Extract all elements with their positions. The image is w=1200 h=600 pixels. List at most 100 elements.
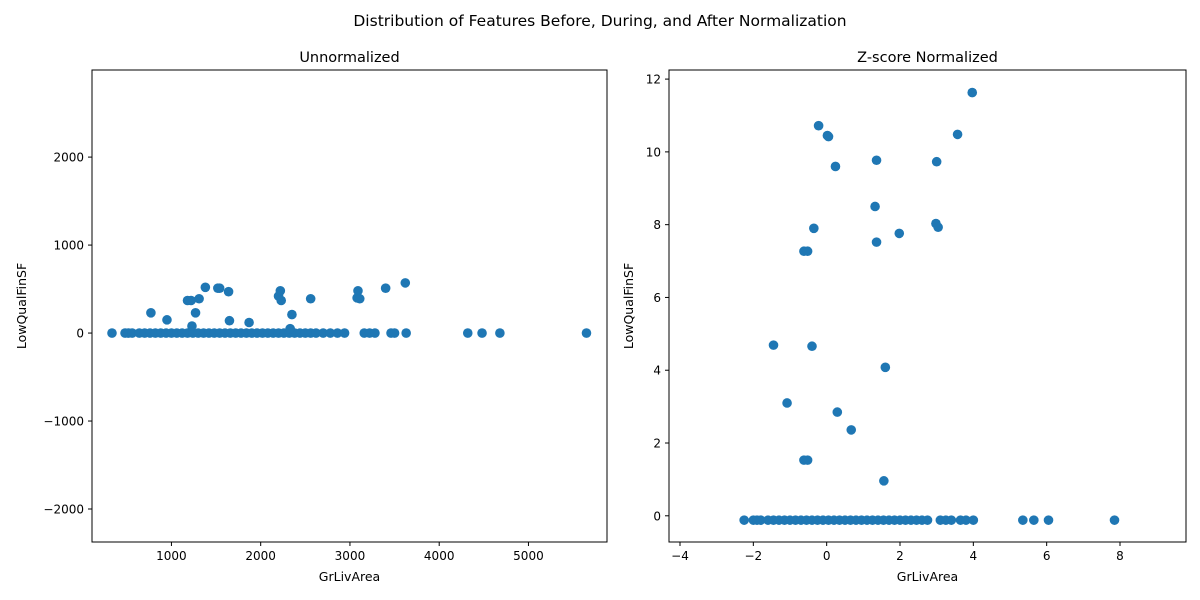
chart-0-point-39 — [325, 328, 336, 338]
chart-1-ytick-label-5: 10 — [646, 145, 661, 159]
chart-0-point-56 — [187, 321, 197, 331]
chart-0-point-63 — [224, 315, 235, 326]
chart-0-point-57 — [190, 308, 201, 318]
chart-0-point-3 — [127, 328, 137, 338]
chart-1-title: Z-score Normalized — [857, 50, 998, 66]
chart-1-point-33 — [922, 515, 933, 525]
chart-0-point-70 — [305, 293, 316, 304]
chart-0-xtick-label-4: 5000 — [513, 549, 544, 563]
chart-0-point-48 — [462, 328, 473, 338]
chart-0-xtick-label-3: 4000 — [424, 549, 455, 563]
chart-1-point-68 — [879, 476, 889, 486]
chart-0-point-67 — [276, 295, 287, 306]
chart-0-xtick-label-0: 1000 — [156, 549, 187, 563]
chart-0-point-52 — [146, 308, 156, 318]
chart-1-xtick-label-6: 8 — [1116, 549, 1124, 563]
chart-1-xtick-label-5: 6 — [1043, 549, 1051, 563]
scatter-panel-zscore-normalized: −4 −2 0 2 4 6 8 0 2 4 6 8 10 12 Z-score Normalized GrLi… — [621, 50, 1187, 584]
chart-1-point-61 — [807, 341, 817, 352]
chart-1-point-38 — [961, 515, 971, 525]
chart-0-point-40 — [332, 328, 343, 338]
chart-1-xtick-label-3: 2 — [896, 549, 904, 563]
chart-1-point-62 — [880, 362, 891, 373]
chart-0-xlabel: GrLivArea — [319, 569, 380, 584]
chart-1-point-0 — [739, 515, 749, 525]
chart-1-point-52 — [870, 201, 880, 212]
chart-0-point-51 — [581, 328, 592, 338]
chart-0-ytick-label-3: 1000 — [53, 239, 84, 253]
chart-0-point-47 — [401, 328, 411, 338]
chart-1-point-3 — [755, 515, 766, 525]
chart-0-point-37 — [311, 328, 321, 338]
chart-1-point-56 — [894, 228, 905, 239]
chart-0-point-50 — [495, 328, 505, 338]
chart-0-point-38 — [318, 328, 328, 338]
chart-1-point-41 — [1029, 515, 1039, 525]
chart-1-point-49 — [830, 161, 841, 172]
chart-0-point-61 — [214, 283, 225, 293]
chart-0-point-75 — [400, 278, 411, 288]
figure-title: Distribution of Features Before, During,… — [353, 12, 846, 30]
chart-0-point-69 — [287, 309, 297, 320]
chart-0-point-62 — [223, 286, 234, 297]
chart-1-point-57 — [871, 237, 882, 247]
chart-0-point-0 — [107, 328, 117, 338]
chart-1-xtick-label-1: −2 — [744, 549, 762, 563]
scatter-panel-unnormalized: 1000 2000 3000 4000 5000 −2000 −1000 0 1000 2000 U… — [14, 50, 608, 584]
chart-1-ylabel: LowQualFinSF — [621, 263, 636, 349]
chart-0-point-72 — [353, 286, 363, 296]
chart-1-point-48 — [967, 87, 978, 98]
chart-1-point-64 — [832, 407, 843, 417]
chart-1-point-43 — [1109, 515, 1120, 525]
chart-1-point-50 — [871, 155, 882, 166]
chart-0-point-59 — [200, 282, 211, 293]
chart-0-ytick-label-1: −1000 — [43, 415, 84, 429]
chart-1-point-60 — [768, 340, 779, 350]
chart-0-point-53 — [162, 315, 172, 325]
chart-1-point-40 — [1018, 515, 1028, 525]
chart-0-point-64 — [244, 317, 254, 328]
chart-0-point-41 — [339, 328, 350, 338]
chart-1-ytick-label-6: 12 — [646, 73, 661, 87]
chart-0-ytick-label-0: −2000 — [43, 503, 84, 517]
chart-1-ytick-label-4: 8 — [653, 218, 661, 232]
chart-1-ytick-label-0: 0 — [653, 509, 661, 523]
chart-1-point-44 — [813, 120, 824, 131]
chart-1-xtick-label-2: 0 — [823, 549, 831, 563]
chart-0-ylabel: LowQualFinSF — [14, 263, 29, 349]
chart-0-point-74 — [380, 283, 391, 293]
chart-1-point-36 — [946, 515, 957, 525]
chart-1-point-54 — [933, 222, 943, 233]
chart-1-point-47 — [952, 129, 963, 140]
chart-0-xtick-label-2: 3000 — [335, 549, 366, 563]
chart-1-point-39 — [968, 515, 979, 525]
chart-1-point-59 — [802, 246, 813, 257]
chart-1-ytick-label-1: 2 — [653, 437, 661, 451]
chart-0-point-55 — [186, 295, 196, 306]
chart-1-point-67 — [802, 455, 813, 465]
chart-1-point-42 — [1043, 515, 1054, 525]
chart-1-point-55 — [809, 223, 819, 234]
chart-0-title: Unnormalized — [299, 50, 399, 66]
chart-1-xlabel: GrLivArea — [897, 569, 958, 584]
chart-1-axes-frame — [668, 69, 1187, 543]
chart-0-point-44 — [370, 328, 380, 338]
chart-0-ytick-label-2: 0 — [76, 327, 84, 341]
chart-0-point-58 — [194, 293, 204, 304]
chart-1-point-63 — [782, 398, 792, 408]
chart-1-point-51 — [931, 156, 942, 167]
chart-1-ytick-label-2: 4 — [653, 364, 661, 378]
chart-0-point-66 — [275, 286, 286, 296]
chart-0-point-46 — [389, 328, 400, 338]
chart-1-xtick-label-0: −4 — [671, 549, 689, 563]
chart-0-ytick-label-4: 2000 — [53, 151, 84, 165]
chart-0-point-49 — [477, 328, 487, 338]
chart-1-xtick-label-4: 4 — [970, 549, 978, 563]
chart-0-point-68 — [285, 323, 295, 334]
chart-0-point-73 — [354, 293, 365, 304]
chart-1-point-65 — [846, 425, 857, 435]
chart-0-xtick-label-1: 2000 — [245, 549, 276, 563]
chart-1-point-46 — [823, 131, 834, 142]
